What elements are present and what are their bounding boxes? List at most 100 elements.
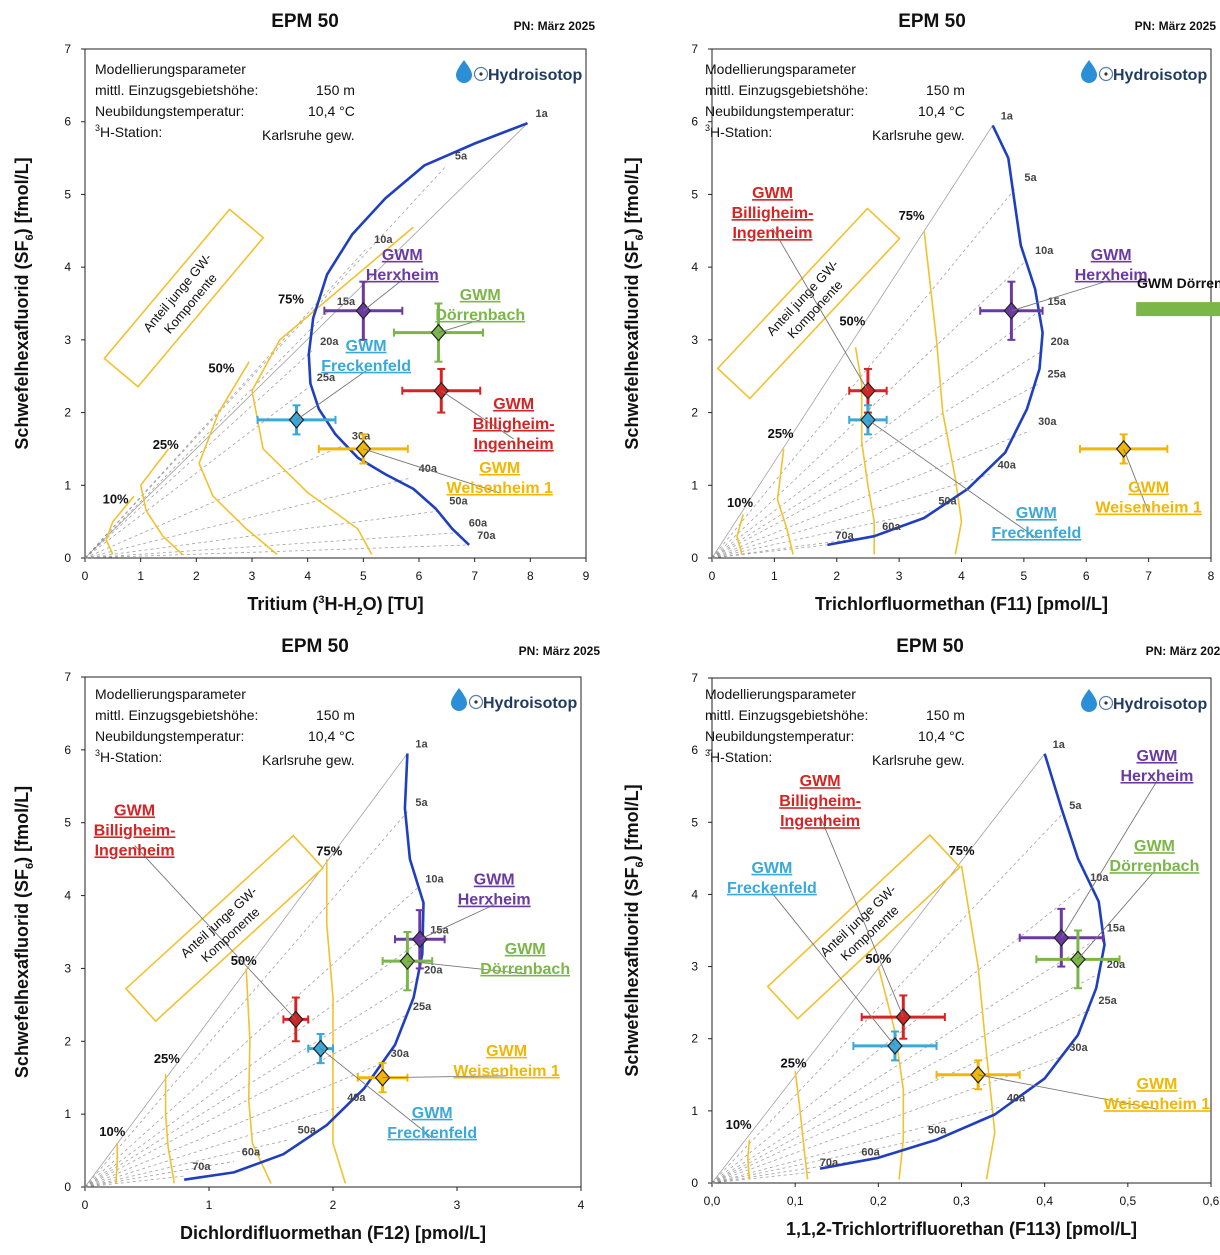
mixing-label: 75% xyxy=(899,208,925,223)
x-tick-label: 1 xyxy=(771,569,778,583)
age-isoline xyxy=(711,430,1031,559)
x-axis-label-part: O) [TU] xyxy=(363,594,424,614)
mixing-label: 10% xyxy=(726,1117,752,1132)
age-label: 50a xyxy=(298,1125,317,1137)
pn-value: März 2025 xyxy=(538,19,596,33)
sample-label: GWM xyxy=(751,860,792,877)
age-isoline xyxy=(84,350,313,559)
pn-label: PN: März 2025 xyxy=(1135,19,1217,33)
age-isoline xyxy=(711,973,1099,1184)
y-tick-label: 5 xyxy=(64,816,71,830)
sample-label: Freckenfeld xyxy=(387,1125,477,1142)
age-isoline xyxy=(711,544,828,559)
age-isoline xyxy=(84,310,330,559)
age-isoline xyxy=(711,383,1040,559)
params-value: Karlsruhe gew. xyxy=(262,752,355,768)
sample-label: GWM xyxy=(114,802,155,819)
x-tick-label: 0,5 xyxy=(1119,1194,1136,1208)
sample-label: Weisenheim 1 xyxy=(1095,500,1202,517)
params-label-text: Neubildungstemperatur: xyxy=(705,103,854,119)
params-value: 10,4 °C xyxy=(918,103,965,119)
logo-ring-icon xyxy=(1098,695,1114,711)
sample-label: GWM xyxy=(800,773,841,790)
x-tick-label: 3 xyxy=(249,569,256,583)
mixing-curve-75pct xyxy=(960,865,996,1180)
mixing-label: 10% xyxy=(99,1124,125,1139)
params-label-sup: 3 xyxy=(705,123,710,133)
sample-label: Ingenheim xyxy=(95,842,175,859)
y-tick-label: 7 xyxy=(691,671,698,685)
chart-panel-2: EPM 50 PN: März 2025 0 1 2 3 4 5 6 7 8 0 1 2 3 4 5 6 7 Tric… xyxy=(622,11,1220,614)
sample-label: Billigheim- xyxy=(732,205,814,222)
y-tick-label: 5 xyxy=(691,187,698,201)
mixing-label: 25% xyxy=(154,1051,180,1066)
logo-text: Hydroisotop xyxy=(1113,67,1207,84)
x-tick-label: 2 xyxy=(833,569,840,583)
chart-panel-3: EPM 50 PN: März 2025 0 1 2 3 4 0 1 2 3 4 5 6 7 Dichlord… xyxy=(12,636,600,1243)
sample-point-weisenheim-1 xyxy=(935,1059,1021,1091)
age-label: 50a xyxy=(928,1125,947,1137)
leader-line xyxy=(1060,780,1158,938)
y-axis-label: Schwefelhexafluorid (SF6) [fmol/L] xyxy=(622,784,646,1076)
y-axis-label: Schwefelhexafluorid (SF6) [fmol/L] xyxy=(12,157,36,449)
y-axis-label-part: ) [fmol/L] xyxy=(622,784,642,861)
sample-label: Dörrenbach xyxy=(1110,858,1200,875)
age-label: 30a xyxy=(1069,1042,1088,1054)
sample-label: GWM xyxy=(474,872,515,889)
age-label: 30a xyxy=(1038,416,1057,428)
sample-label: Freckenfeld xyxy=(727,880,817,897)
hydroisotop-logo: Hydroisotop xyxy=(1081,60,1207,84)
params-label: Neubildungstemperatur: xyxy=(95,103,244,119)
age-isoline xyxy=(711,259,1028,559)
age-label: 60a xyxy=(469,518,488,530)
leader-line xyxy=(867,419,1037,539)
sample-label: GWM xyxy=(1137,1076,1178,1093)
y-tick-label: 4 xyxy=(64,889,71,903)
y-tick-label: 4 xyxy=(691,260,698,274)
chart-panel-4: EPM 50 PN: März 2025 0,0 0,1 0,2 0,3 0,4 0,5 0,6… xyxy=(622,636,1220,1239)
water-drop-icon xyxy=(451,688,467,711)
mixing-label: 75% xyxy=(316,844,342,859)
logo-ring-icon xyxy=(468,694,484,710)
x-tick-label: 5 xyxy=(360,569,367,583)
leader-line xyxy=(438,319,481,334)
y-tick-label: 2 xyxy=(691,1032,698,1046)
x-tick-label: 0 xyxy=(709,569,716,583)
y-axis-label-part: ) [fmol/L] xyxy=(622,157,642,234)
sample-label: GWM xyxy=(346,338,387,355)
params-label-text: H-Station: xyxy=(100,124,162,140)
age-label: 25a xyxy=(413,1001,432,1013)
sample-label: Weisenheim 1 xyxy=(453,1063,560,1080)
x-tick-label: 5 xyxy=(1021,569,1028,583)
offscale-arrow-label: GWM Dörrenbach xyxy=(1137,275,1220,291)
age-isoline xyxy=(84,1161,234,1188)
age-label: 10a xyxy=(1090,872,1109,884)
pn-label: PN: März 2025 xyxy=(519,644,601,658)
sample-label: Herxheim xyxy=(366,267,439,284)
age-isoline xyxy=(84,938,423,1188)
age-label: 60a xyxy=(242,1147,261,1159)
age-isoline xyxy=(84,887,418,1188)
mixing-label: 50% xyxy=(208,361,234,376)
params-value: 10,4 °C xyxy=(308,728,355,744)
age-isoline xyxy=(84,165,448,559)
water-drop-icon xyxy=(1081,60,1097,83)
mixing-curve-50pct xyxy=(245,968,272,1184)
y-tick-label: 7 xyxy=(64,42,71,56)
age-isoline xyxy=(711,510,931,559)
leader-line xyxy=(771,892,896,1047)
x-tick-label: 4 xyxy=(578,1198,585,1212)
y-axis-label-sub: 6 xyxy=(24,863,36,869)
age-isoline xyxy=(84,122,528,559)
y-axis-label-sub: 6 xyxy=(634,234,646,240)
params-value: Karlsruhe gew. xyxy=(262,127,355,143)
box-outline xyxy=(716,207,901,400)
x-tick-label: 2 xyxy=(193,569,200,583)
age-label: 15a xyxy=(1107,923,1126,935)
sample-label: GWM xyxy=(412,1105,453,1122)
logo-text: Hydroisotop xyxy=(1113,696,1207,713)
pn-value: März 2025 xyxy=(543,644,601,658)
params-value: 150 m xyxy=(316,82,355,98)
mixing-label: 50% xyxy=(839,313,865,328)
